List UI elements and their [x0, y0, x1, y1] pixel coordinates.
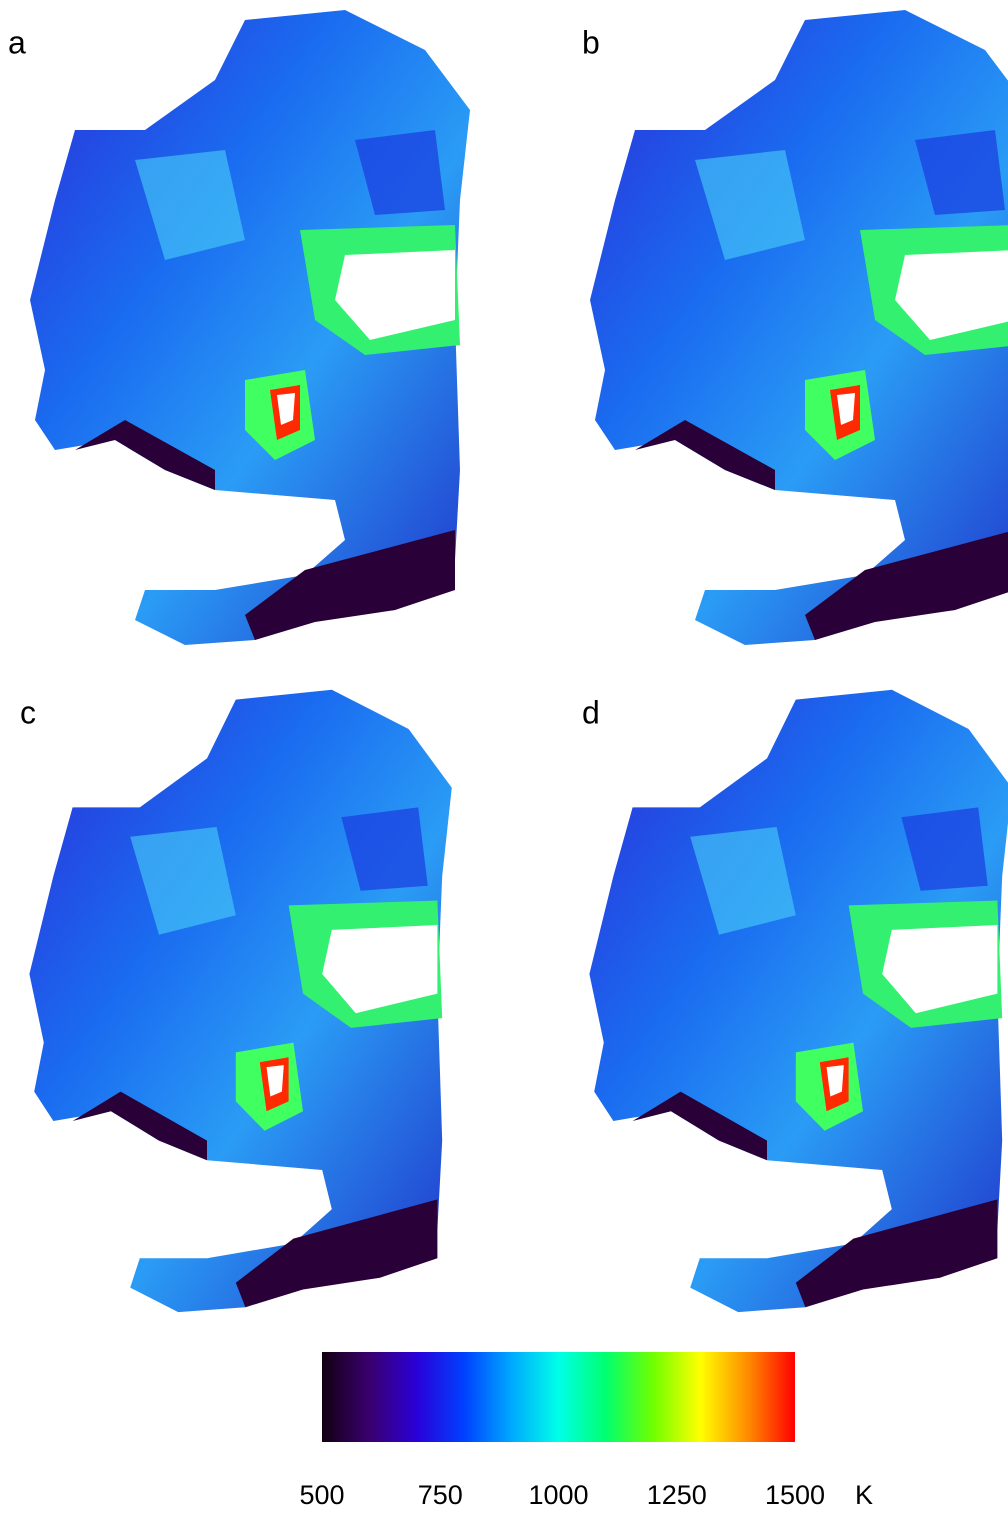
- colorbar-tick-label: 1000: [528, 1480, 588, 1510]
- map-b: [590, 10, 1008, 645]
- colorbar-unit: K: [855, 1480, 873, 1510]
- colorbar-tick-label: 750: [418, 1480, 463, 1510]
- panel-label: d: [582, 694, 600, 730]
- panel-label: b: [582, 24, 600, 60]
- panel-label: c: [20, 694, 36, 730]
- colorbar-tick-label: 500: [299, 1480, 344, 1510]
- colorbar: [322, 1352, 795, 1442]
- colorbar-tick-label: 1250: [647, 1480, 707, 1510]
- map-c: [29, 689, 452, 1313]
- map-a: [30, 10, 470, 645]
- map-d: [589, 689, 1008, 1313]
- panel-label: a: [8, 24, 26, 60]
- colorbar-tick-label: 1500: [765, 1480, 825, 1510]
